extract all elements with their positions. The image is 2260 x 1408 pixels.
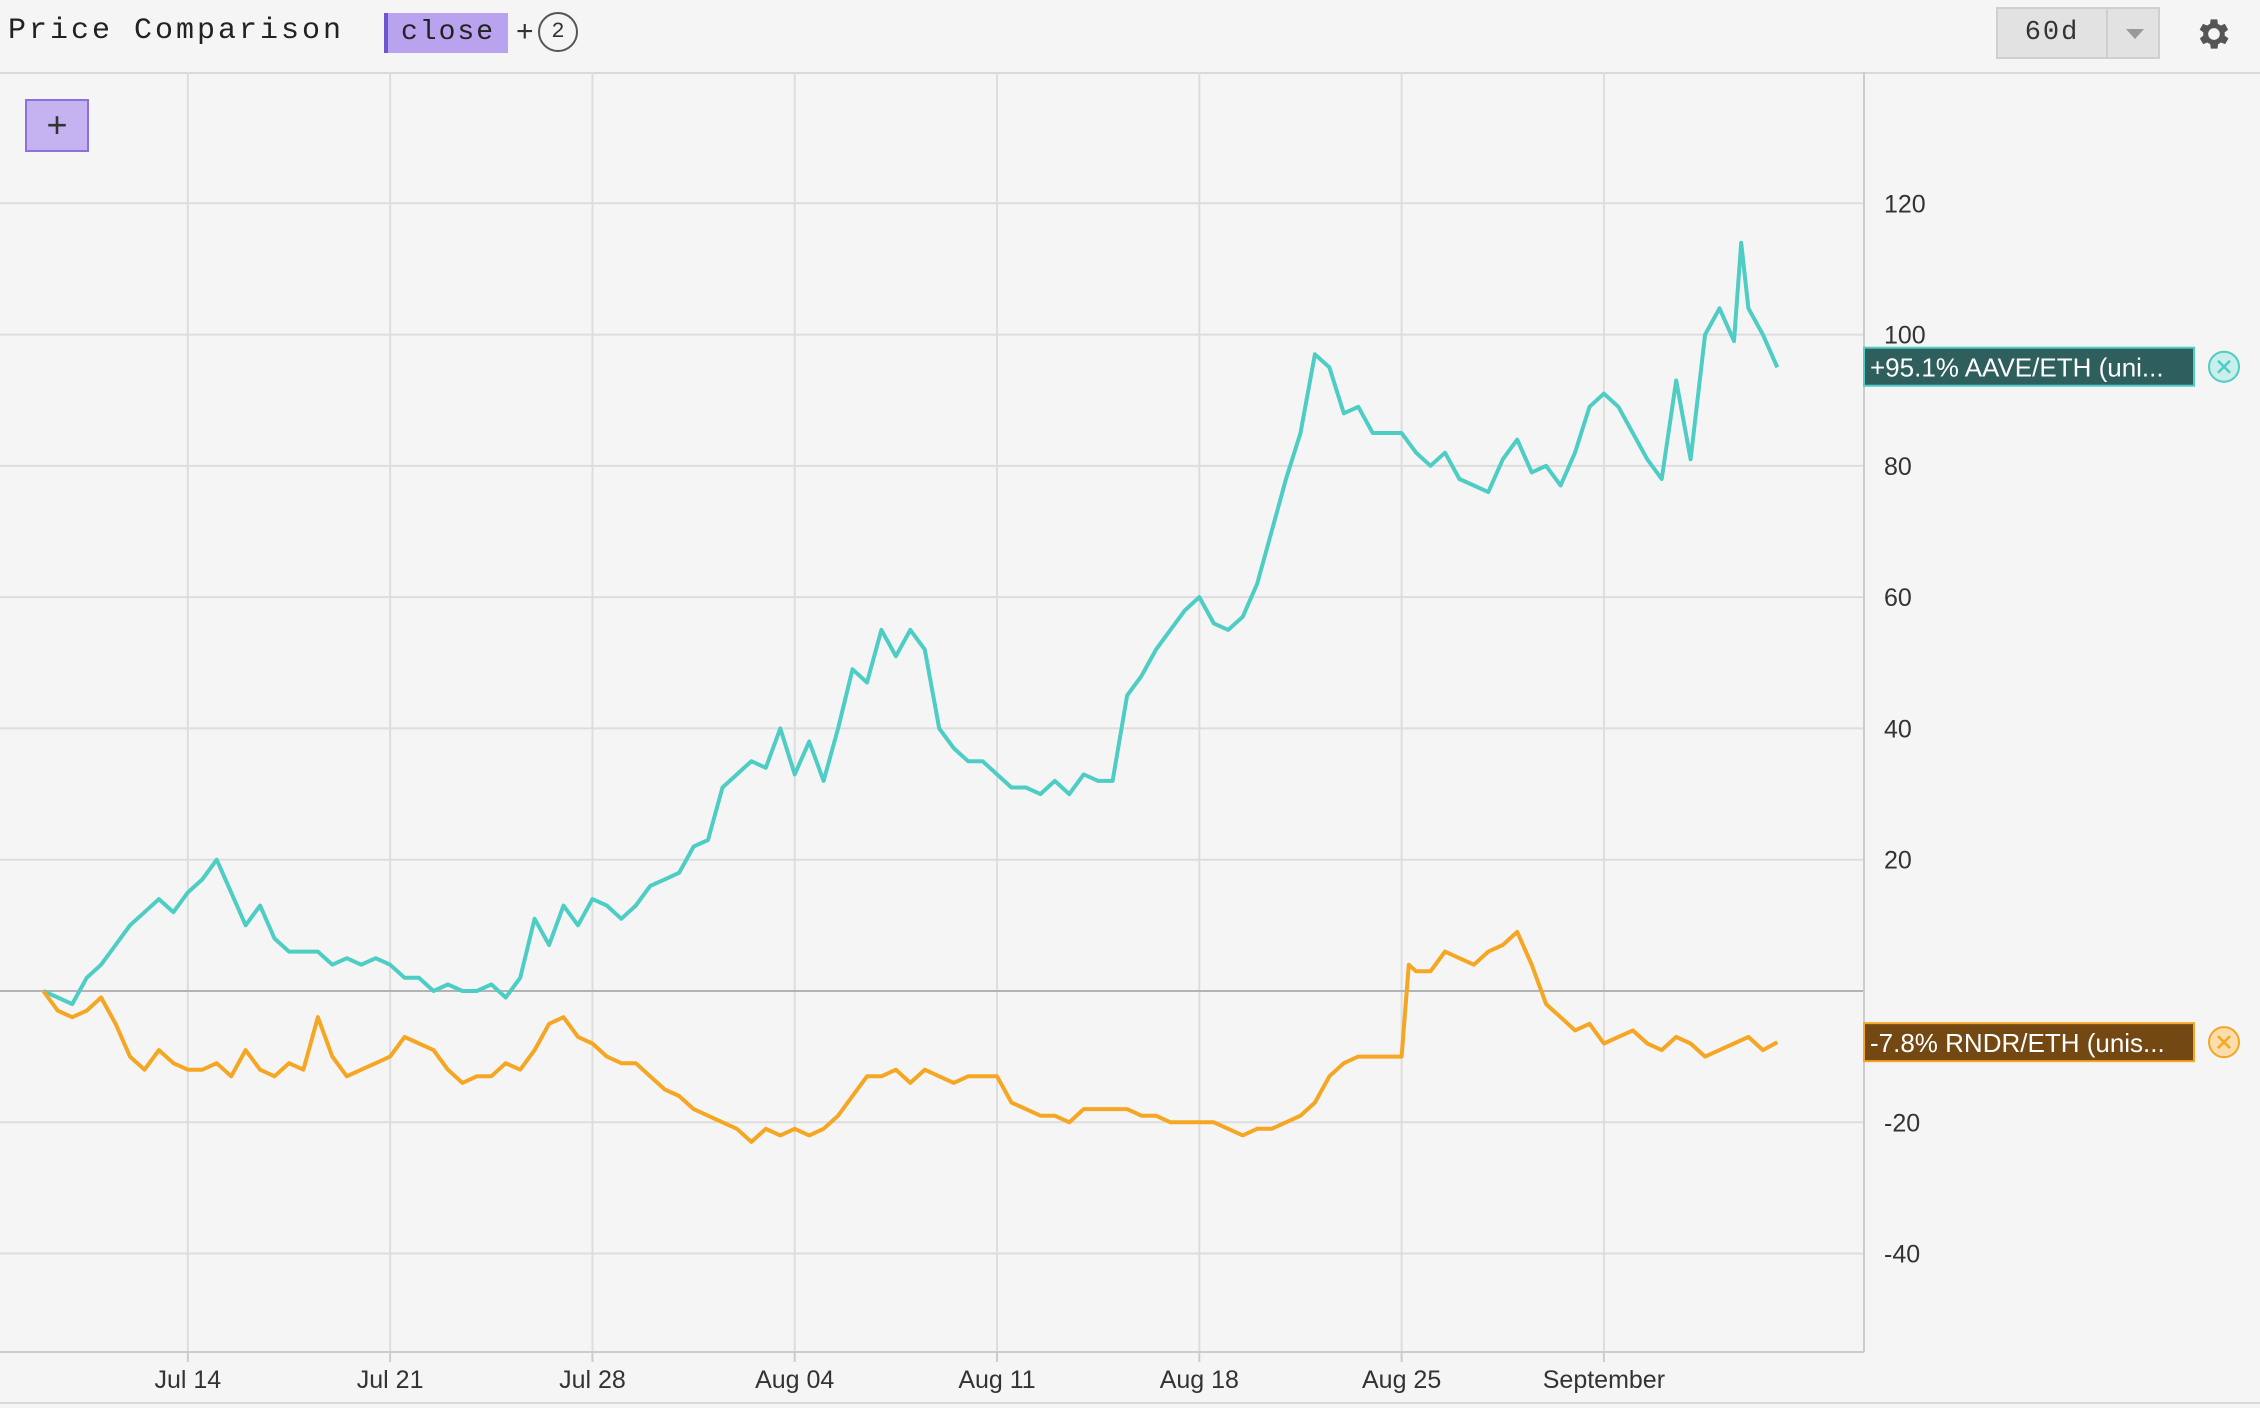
x-tick-label: Aug 11 [958, 1366, 1035, 1394]
field-tag-close[interactable]: close [384, 13, 508, 53]
add-indicator-button[interactable]: + [25, 99, 89, 152]
y-tick-label: 60 [1884, 584, 1912, 612]
y-tick-label: 120 [1884, 190, 1926, 218]
add-series-plus[interactable]: + [516, 15, 534, 48]
y-tick-label: -20 [1884, 1109, 1920, 1137]
y-tick-label: 80 [1884, 453, 1912, 481]
x-tick-label: Jul 28 [559, 1366, 626, 1394]
gear-icon[interactable] [2194, 14, 2234, 54]
series-line-aave-eth [42, 240, 1780, 1007]
top-toolbar: Price Comparison close + 2 60d [0, 0, 2260, 74]
x-tick-label: Aug 04 [755, 1366, 834, 1394]
y-tick-label: 100 [1884, 322, 1926, 350]
x-tick-label: Jul 14 [154, 1366, 221, 1394]
x-tick-label: September [1543, 1366, 1665, 1394]
y-tick-label: 20 [1884, 847, 1912, 875]
remove-series-icon[interactable] [2208, 1026, 2240, 1059]
x-tick-label: Jul 21 [357, 1366, 424, 1394]
y-tick-label: -40 [1884, 1241, 1920, 1269]
series-end-label[interactable]: +95.1% AAVE/ETH (uni... [1863, 346, 2195, 387]
series-label-box [1863, 1022, 2195, 1063]
range-value[interactable]: 60d [1998, 9, 2108, 57]
series-count-badge[interactable]: 2 [538, 12, 578, 52]
remove-series-icon[interactable] [2208, 350, 2240, 383]
close-icon-cross [2217, 1035, 2231, 1050]
series-end-label[interactable]: -7.8% RNDR/ETH (unis... [1863, 1022, 2195, 1063]
series-line-rndr-eth [41, 929, 1779, 1144]
bottom-divider [0, 1402, 2260, 1404]
chevron-down-icon[interactable] [2126, 29, 2144, 39]
series-label-text: +95.1% AAVE/ETH (uni... [1870, 353, 2164, 383]
series-label-box [1863, 346, 2195, 387]
range-select[interactable]: 60d [1996, 7, 2160, 59]
x-tick-label: Aug 18 [1160, 1366, 1239, 1394]
y-tick-label: 40 [1884, 715, 1912, 743]
page-title: Price Comparison [8, 14, 345, 48]
series-label-text: -7.8% RNDR/ETH (unis... [1870, 1028, 2165, 1058]
x-tick-label: Aug 25 [1362, 1366, 1441, 1394]
close-icon-cross [2217, 359, 2231, 374]
